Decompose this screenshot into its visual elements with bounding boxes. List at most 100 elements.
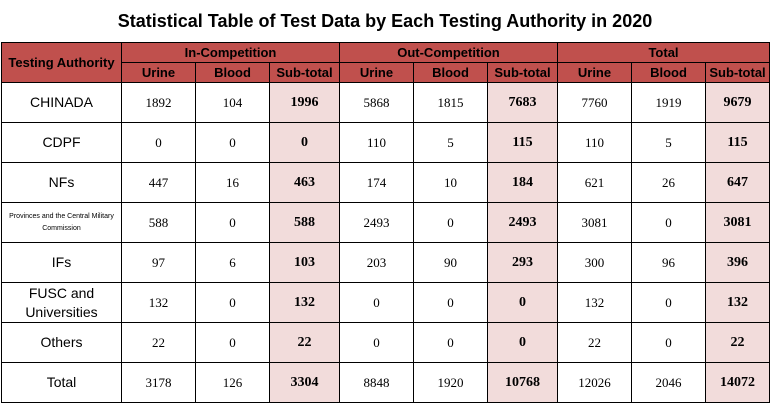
table-row: CDPF 0 0 0 110 5 115 110 5 115 [1, 122, 770, 163]
subtotal-cell: 463 [269, 162, 340, 203]
subtotal-cell: 1996 [269, 82, 340, 123]
value-cell: 1919 [631, 82, 706, 123]
value-cell: 12026 [557, 362, 632, 403]
value-cell: 3178 [121, 362, 196, 403]
subtotal-cell: 0 [269, 122, 340, 163]
header-blood: Blood [195, 62, 270, 83]
value-cell: 0 [413, 322, 488, 363]
value-cell: 7760 [557, 82, 632, 123]
authority-cell: CHINADA [1, 82, 122, 123]
value-cell: 0 [121, 122, 196, 163]
value-cell: 10 [413, 162, 488, 203]
value-cell: 8848 [339, 362, 414, 403]
value-cell: 90 [413, 242, 488, 283]
table-row: Others 22 0 22 0 0 0 22 0 22 [1, 322, 770, 363]
table-row: NFs 447 16 463 174 10 184 621 26 647 [1, 162, 770, 203]
header-row-subcolumns: Urine Blood Sub-total Urine Blood Sub-to… [2, 62, 770, 83]
table-body: CHINADA 1892 104 1996 5868 1815 7683 7760 1919 96… [1, 82, 770, 403]
authority-cell: CDPF [1, 122, 122, 163]
value-cell: 22 [557, 322, 632, 363]
authority-cell: Total [1, 362, 122, 403]
header-testing-authority: Testing Authority [1, 42, 122, 83]
value-cell: 6 [195, 242, 270, 283]
value-cell: 1815 [413, 82, 488, 123]
value-cell: 0 [195, 122, 270, 163]
subtotal-cell: 588 [269, 202, 340, 243]
table-title: Statistical Table of Test Data by Each T… [117, 11, 653, 31]
subtotal-cell: 0 [487, 282, 558, 323]
value-cell: 300 [557, 242, 632, 283]
subtotal-cell: 7683 [487, 82, 558, 123]
value-cell: 0 [413, 202, 488, 243]
subtotal-cell: 115 [704, 122, 770, 163]
subtotal-cell: 3081 [704, 202, 770, 243]
subtotal-cell: 2493 [487, 202, 558, 243]
subtotal-cell: 647 [704, 162, 770, 203]
value-cell: 2046 [631, 362, 706, 403]
header-blood: Blood [631, 62, 706, 83]
subtotal-cell: 184 [487, 162, 558, 203]
subtotal-cell: 0 [487, 322, 558, 363]
authority-cell: Provinces and the Central Military Commi… [1, 202, 122, 243]
value-cell: 203 [339, 242, 414, 283]
value-cell: 16 [195, 162, 270, 203]
header-in-competition: In-Competition [121, 42, 340, 63]
subtotal-cell: 3304 [269, 362, 340, 403]
value-cell: 97 [121, 242, 196, 283]
value-cell: 1892 [121, 82, 196, 123]
value-cell: 126 [195, 362, 270, 403]
authority-cell: FUSC and Universities [1, 282, 122, 323]
table-row: IFs 97 6 103 203 90 293 300 96 396 [1, 242, 770, 283]
header-subtotal: Sub-total [269, 62, 340, 83]
value-cell: 132 [121, 282, 196, 323]
value-cell: 0 [631, 202, 706, 243]
value-cell: 110 [339, 122, 414, 163]
header-urine: Urine [121, 62, 196, 83]
value-cell: 0 [195, 282, 270, 323]
value-cell: 2493 [339, 202, 414, 243]
value-cell: 621 [557, 162, 632, 203]
subtotal-cell: 10768 [487, 362, 558, 403]
value-cell: 0 [195, 202, 270, 243]
value-cell: 174 [339, 162, 414, 203]
subtotal-cell: 14072 [704, 362, 770, 403]
value-cell: 104 [195, 82, 270, 123]
value-cell: 1920 [413, 362, 488, 403]
value-cell: 132 [557, 282, 632, 323]
value-cell: 0 [631, 322, 706, 363]
value-cell: 0 [413, 282, 488, 323]
value-cell: 0 [631, 282, 706, 323]
value-cell: 3081 [557, 202, 632, 243]
value-cell: 5 [413, 122, 488, 163]
value-cell: 5868 [339, 82, 414, 123]
value-cell: 5 [631, 122, 706, 163]
value-cell: 447 [121, 162, 196, 203]
value-cell: 588 [121, 202, 196, 243]
header-row-groups: Testing Authority In-Competition Out-Com… [1, 42, 770, 83]
header-urine: Urine [557, 62, 632, 83]
value-cell: 0 [339, 322, 414, 363]
header-total: Total [556, 42, 770, 63]
test-data-table: Testing Authority In-Competition Out-Com… [1, 42, 770, 403]
table-row: CHINADA 1892 104 1996 5868 1815 7683 7760 1919 96… [1, 82, 770, 123]
table-row: Provinces and the Central Military Commi… [1, 202, 770, 243]
subtotal-cell: 22 [269, 322, 340, 363]
subtotal-cell: 293 [487, 242, 558, 283]
value-cell: 96 [631, 242, 706, 283]
value-cell: 110 [557, 122, 632, 163]
subtotal-cell: 132 [704, 282, 770, 323]
value-cell: 0 [195, 322, 270, 363]
header-blood: Blood [413, 62, 488, 83]
authority-cell: Others [1, 322, 122, 363]
header-subtotal: Sub-total [704, 62, 770, 83]
table-row: Total 3178 126 3304 8848 1920 10768 12026 2046 14… [1, 362, 770, 403]
header-subtotal: Sub-total [487, 62, 558, 83]
header-out-competition: Out-Competition [339, 42, 558, 63]
value-cell: 26 [631, 162, 706, 203]
subtotal-cell: 132 [269, 282, 340, 323]
table-row: FUSC and Universities 132 0 132 0 0 0 132 0 132 [1, 282, 770, 323]
subtotal-cell: 22 [704, 322, 770, 363]
header-urine: Urine [339, 62, 414, 83]
authority-cell: IFs [1, 242, 122, 283]
authority-cell: NFs [1, 162, 122, 203]
